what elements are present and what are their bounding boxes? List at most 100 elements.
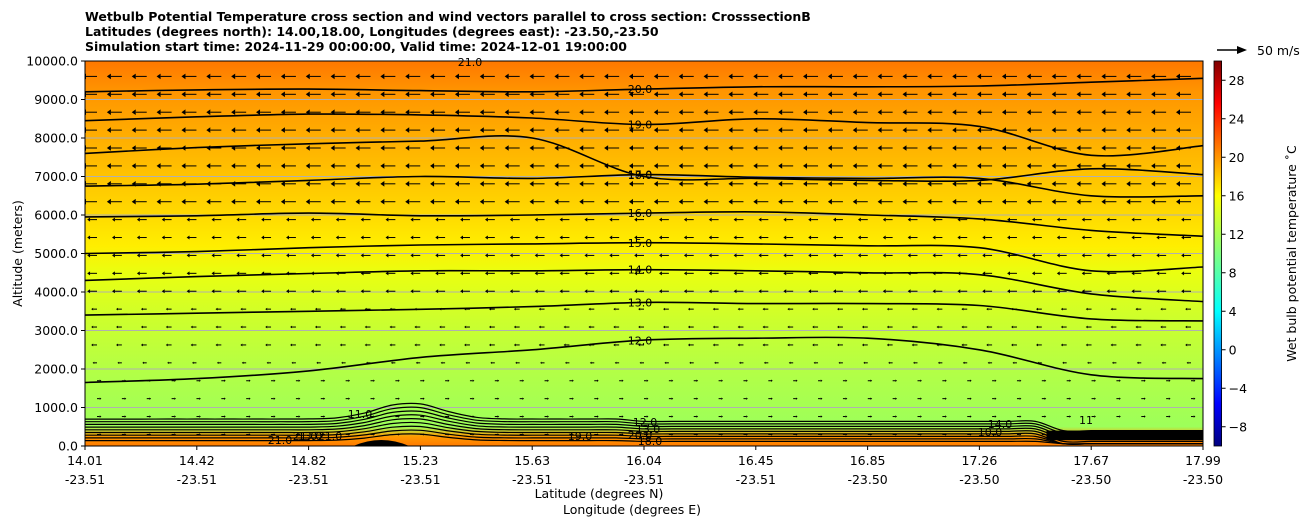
y-tick-label: 2000.0 (34, 362, 78, 377)
wind-vector-head (1168, 379, 1171, 382)
wind-vector-head (330, 91, 335, 98)
x-tick-label-lat: 16.04 (626, 453, 662, 468)
wind-vector-head (430, 91, 435, 98)
wind-vector-head (410, 289, 414, 294)
wind-vector-head (559, 253, 563, 258)
wind-vector-head (1007, 217, 1011, 222)
wind-vector-head (140, 307, 143, 311)
wind-vector-head (136, 217, 140, 222)
wind-vector-head (653, 109, 658, 116)
wind-vector-head (579, 127, 584, 133)
wind-vector-head (895, 397, 898, 400)
wind-vector-head (380, 181, 385, 187)
wind-vector-head (116, 325, 119, 329)
wind-vector-head (877, 109, 882, 116)
contour-label-extra: 12.0 (633, 416, 658, 429)
wind-vector-head (410, 217, 414, 222)
wind-vector-head (629, 127, 633, 133)
wind-vector-head (156, 198, 161, 205)
wind-vector-head (509, 235, 513, 240)
wind-vector-head (787, 343, 790, 347)
wind-vector-head (1001, 163, 1006, 169)
surface-contour-line (85, 418, 1203, 443)
wind-vector-head (1151, 181, 1156, 187)
wind-vector-head (380, 163, 385, 169)
wind-vector-head (1126, 109, 1131, 116)
wind-vector-head (280, 109, 285, 116)
wind-vector-head (389, 343, 392, 347)
wind-vector-head (857, 253, 861, 258)
wind-vector-head (504, 91, 509, 98)
wind-vector-head (106, 91, 111, 98)
wind-vector-head (1193, 379, 1196, 382)
colorbar-tick-label: 12 (1229, 227, 1245, 242)
wind-vector-head (827, 91, 832, 98)
wind-vector-head (199, 379, 201, 382)
x-tick-label-lat: 14.01 (67, 453, 103, 468)
wind-vector-head (529, 198, 534, 205)
wind-vector-head (529, 163, 534, 169)
wind-vector-head (753, 127, 758, 133)
wind-vector-head (827, 73, 832, 80)
wind-vector-head (509, 271, 513, 276)
quiver-key: 50 m/s (1217, 43, 1300, 58)
colorbar-tick-label: 0 (1229, 342, 1237, 357)
wind-vector-head (572, 379, 574, 382)
wind-vector-head (746, 379, 748, 382)
wind-vector-head (1081, 217, 1085, 222)
wind-vector-head (405, 91, 410, 98)
wind-vector-head (845, 379, 848, 382)
colorbar-label: Wet bulb potential temperature ˚C (1284, 145, 1299, 362)
wind-vector-head (746, 397, 748, 400)
wind-vector-head (389, 325, 392, 329)
contour-label: 17.0 (628, 169, 653, 182)
wind-vector-head (852, 163, 857, 169)
wind-vector-head (1044, 379, 1047, 382)
x-tick-label-lat: 14.42 (179, 453, 215, 468)
wind-vector-head (902, 198, 907, 205)
wind-vector-head (663, 307, 666, 311)
wind-vector-head (316, 361, 319, 365)
y-tick-label: 9000.0 (34, 92, 78, 107)
wind-vector-head (708, 289, 712, 294)
wind-vector-head (310, 289, 314, 294)
wind-vector-head (852, 73, 857, 80)
wind-vector-head (952, 145, 957, 151)
wind-vector-head (1076, 198, 1081, 205)
wind-vector-head (877, 91, 882, 98)
wind-vector-head (763, 361, 766, 365)
contour-line (85, 113, 1203, 157)
wind-vector-head (231, 91, 236, 98)
wind-vector-head (753, 91, 758, 98)
contour-lines (85, 77, 1203, 384)
wind-vector-head (430, 198, 435, 205)
wind-vector-head (877, 163, 882, 169)
wind-vector-head (181, 91, 186, 98)
wind-vector-head (961, 325, 964, 329)
wind-vector-head (1101, 109, 1106, 116)
x-tick-label-lon: -23.51 (624, 472, 664, 487)
wind-vector-head (124, 415, 127, 418)
wind-vector-head (355, 198, 360, 205)
wind-vector-head (215, 325, 218, 329)
wind-vector-head (588, 307, 591, 311)
wind-vector-head (683, 289, 687, 294)
wind-vector-head (1160, 343, 1163, 347)
wind-vector-head (547, 379, 549, 382)
x-axis: 14.01 -23.51 14.42 -23.51 14.82 -23.51 15.23 -2… (65, 446, 1223, 487)
wind-vector-head (447, 415, 450, 418)
wind-vector-head (753, 198, 758, 205)
wind-vector-head (1119, 415, 1121, 418)
wind-vector-head (116, 343, 119, 347)
wind-vector-head (728, 127, 733, 133)
wind-vector-head (584, 271, 588, 276)
wind-vector-head (305, 145, 310, 151)
wind-vector-head (877, 73, 882, 80)
wind-vector-head (92, 361, 95, 365)
wind-vector-head (646, 415, 649, 418)
wind-vector-head (646, 397, 649, 400)
wind-vector-head (982, 271, 986, 276)
wind-vector-head (1131, 289, 1135, 294)
wind-vector-head (1143, 379, 1146, 382)
wind-vector-head (728, 145, 733, 151)
